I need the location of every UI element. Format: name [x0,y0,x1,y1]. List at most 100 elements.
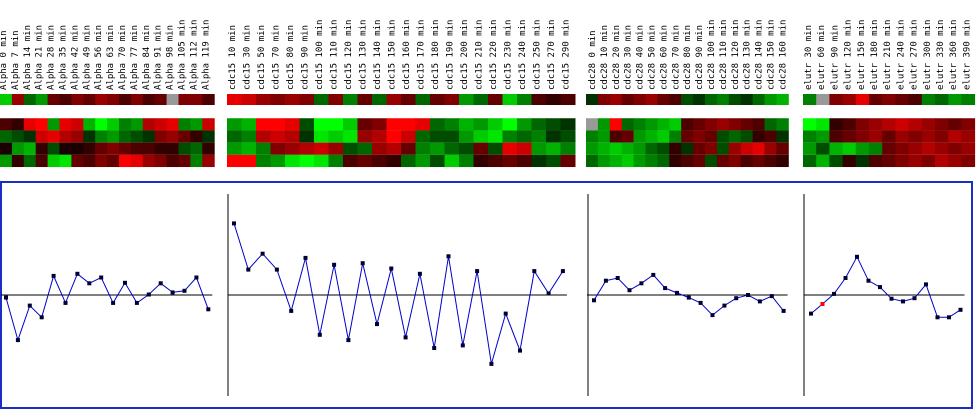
heatmap-cell [681,94,694,105]
heatmap-cell [47,94,60,105]
condition-label: Alpha 49 min [82,25,92,90]
data-point [51,273,56,278]
condition-label: cdc28 50 min [648,25,658,90]
panel-cdc15: cdc15 10 min cdc15 30 min cdc15 50 min cdc1… [227,20,589,396]
heatmap-cell [740,130,754,143]
heatmap-cell [227,118,242,131]
condition-label: cdc15 110 min [330,20,340,90]
heatmap-cell [816,142,830,155]
heatmap-cell [256,154,271,168]
heatmap-cell [372,130,387,143]
heatmap-cell [0,154,13,168]
heatmap-cell [107,142,120,155]
heatmap-cell [23,118,37,131]
heatmap-cell [154,94,168,105]
heatmap-cell [83,118,96,131]
heatmap-cell [166,142,179,155]
heatmap-cell [693,118,706,131]
heatmap-cell [459,94,474,105]
heatmap-cell [430,130,445,143]
heatmap-cell [47,142,60,155]
heatmap-cell [314,94,329,105]
heatmap-cell [166,118,179,131]
heatmap-cell [299,94,315,105]
heatmap-cell [502,154,518,168]
data-point [194,275,199,280]
heatmap-cell [415,118,431,131]
heatmap-cell [764,130,777,143]
data-point [503,311,508,316]
condition-label: cdc28 140 min [755,20,765,90]
heatmap-cell [256,130,271,143]
heatmap-cell [154,142,168,155]
data-point [958,307,963,312]
heatmap-cell [270,154,286,168]
heatmap-cell [716,142,730,155]
heatmap-cell [961,130,976,143]
heatmap-cell [357,142,373,155]
heatmap-cell [829,154,844,168]
heatmap-cell [0,142,13,155]
heatmap-cell [560,118,576,131]
heatmap-cell [119,94,132,105]
condition-label: cdc28 10 min [600,25,610,90]
heatmap-cell [285,94,300,105]
heatmap-cell [35,130,49,143]
condition-label: cdc15 240 min [518,20,528,90]
heatmap-cell [740,118,754,131]
heatmap-cell [23,94,37,105]
heatmap-cell [908,94,923,105]
condition-label: elutr 360 min [949,20,959,90]
heatmap-cell [669,130,682,143]
heatmap-cell [882,118,896,131]
data-point [403,335,408,340]
heatmap-cell [609,154,623,168]
condition-label: cdc15 210 min [475,20,485,90]
heatmap-cell [645,94,658,105]
heatmap-cell [285,118,300,131]
heatmap-cell [633,130,646,143]
heatmap-cell [473,130,489,143]
heatmap-cell [803,142,817,155]
condition-label: elutr 180 min [870,20,880,90]
heatmap-cell [299,130,315,143]
heatmap-cell [816,130,830,143]
heatmap-cell [855,130,870,143]
heatmap-cell [776,130,789,143]
condition-label: Alpha 28 min [47,25,57,90]
heatmap-cell [270,94,286,105]
data-point [615,276,620,280]
data-point [170,290,175,295]
condition-label: cdc28 160 min [778,20,788,90]
heatmap-cell [895,142,910,155]
heatmap-cell [343,94,358,105]
heatmap-cell [961,94,976,105]
heatmap-cell [285,142,300,155]
heatmap-cell [202,154,215,168]
data-point [446,254,451,259]
condition-label: cdc15 120 min [344,20,354,90]
heatmap-cell [776,94,789,105]
heatmap-cell [829,118,844,131]
heatmap-cell [59,118,72,131]
heatmap-cell [531,142,547,155]
data-point [889,296,894,301]
condition-label: elutr 240 min [896,20,906,90]
condition-label: cdc15 250 min [533,20,543,90]
heatmap-cell [386,118,402,131]
heatmap-cell [921,142,936,155]
heatmap-cell [202,118,215,131]
data-point [560,269,565,274]
heatmap-cell [752,130,765,143]
heatmap-cell [488,154,503,168]
heatmap-cell [705,142,718,155]
condition-label: cdc28 20 min [612,25,622,90]
heatmap-cell [256,94,271,105]
heatmap-cell [935,118,949,131]
data-point [532,269,537,274]
heatmap-cell [842,130,857,143]
condition-label: cdc15 200 min [460,20,470,90]
heatmap-cell [546,142,561,155]
data-point [39,315,44,320]
heatmap-cell [166,154,179,168]
